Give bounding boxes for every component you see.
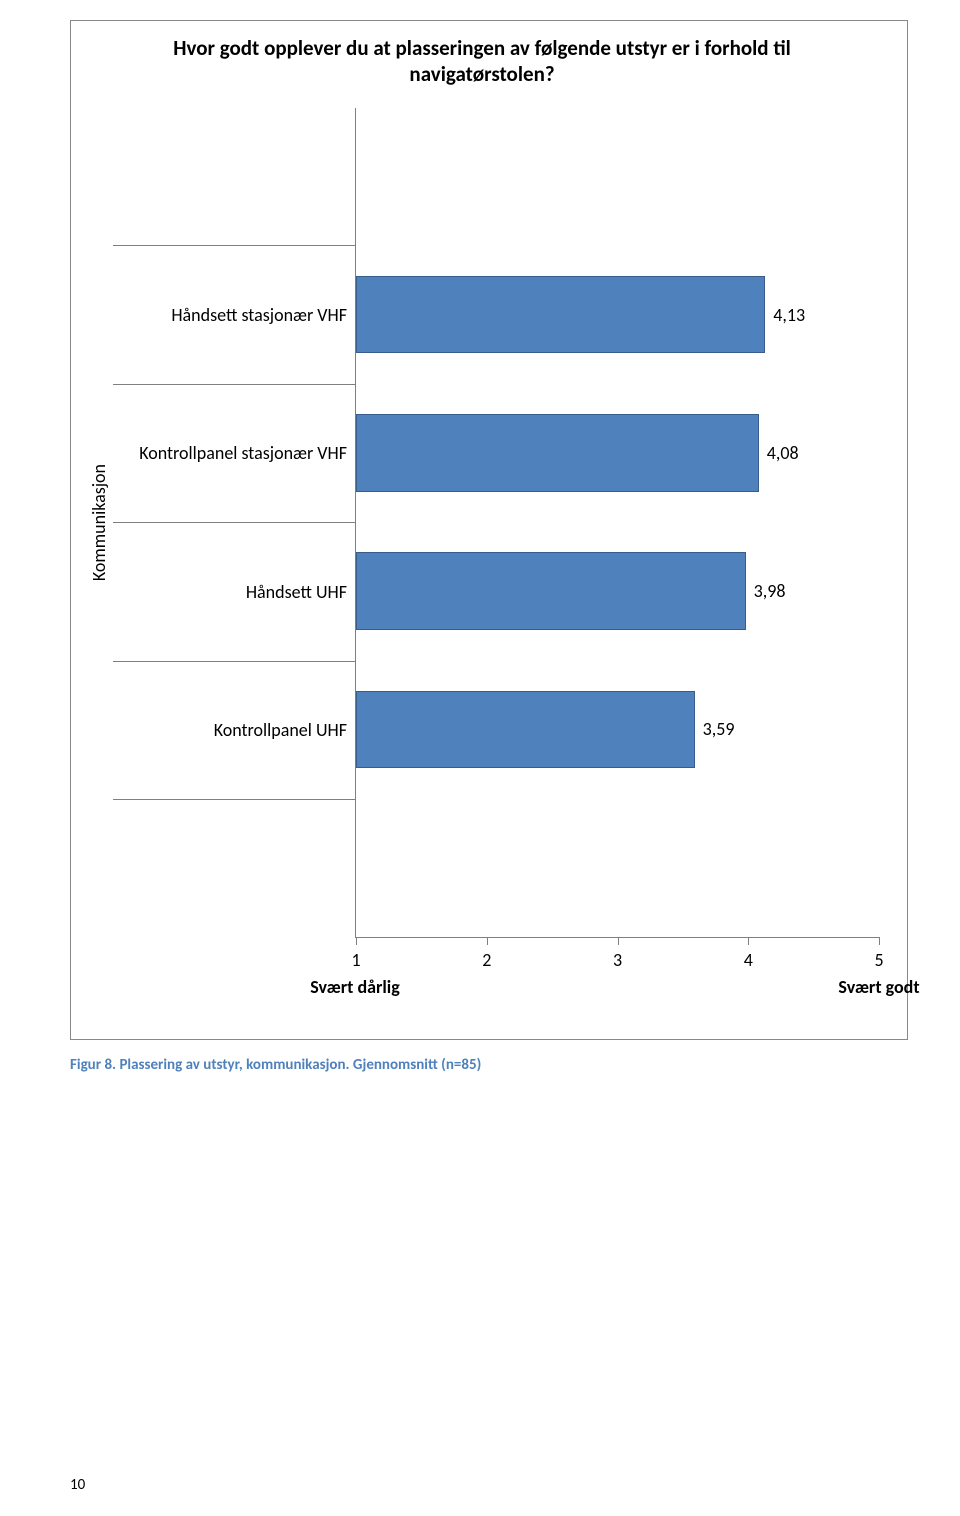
figure-caption: Figur 8. Plassering av utstyr, kommunika… xyxy=(70,1056,910,1074)
plot-area: 4,134,083,983,5912345 xyxy=(355,108,879,938)
bar xyxy=(356,552,746,629)
x-tick xyxy=(487,937,488,945)
bar-value-label: 3,59 xyxy=(703,718,735,740)
x-tick xyxy=(356,937,357,945)
x-axis-start-label: Svært dårlig xyxy=(310,976,400,998)
x-axis-end-label: Svært godt xyxy=(838,976,919,998)
bar-row: 3,98 xyxy=(356,522,879,660)
x-tick-label: 2 xyxy=(482,949,491,971)
bar-value-label: 4,08 xyxy=(767,442,799,464)
bar xyxy=(356,276,765,353)
y-label-3: Kontrollpanel UHF xyxy=(113,661,355,800)
chart-container: Hvor godt opplever du at plasseringen av… xyxy=(70,20,908,1040)
y-category-label: Kommunikasjon xyxy=(85,108,113,938)
x-tick-label: 3 xyxy=(613,949,622,971)
chart-title: Hvor godt opplever du at plasseringen av… xyxy=(105,35,859,88)
bar-value-label: 4,13 xyxy=(773,304,805,326)
y-label-2: Håndsett UHF xyxy=(113,522,355,661)
bar-row: 4,08 xyxy=(356,384,879,522)
bar-value-label: 3,98 xyxy=(754,580,786,602)
y-slot-blank-top xyxy=(113,108,355,246)
page-number: 10 xyxy=(70,1476,85,1494)
x-tick-label: 4 xyxy=(744,949,753,971)
bar xyxy=(356,691,695,768)
y-label-1: Kontrollpanel stasjonær VHF xyxy=(113,384,355,523)
y-slot-blank-bottom xyxy=(113,799,355,938)
y-category-text: Kommunikasjon xyxy=(88,464,110,581)
x-tick-label: 1 xyxy=(351,949,360,971)
x-tick xyxy=(618,937,619,945)
y-label-0: Håndsett stasjonær VHF xyxy=(113,245,355,384)
page: Hvor godt opplever du at plasseringen av… xyxy=(0,0,960,1516)
x-axis-end-labels: Svært dårlig Svært godt xyxy=(355,976,879,1016)
bar-row: 4,13 xyxy=(356,246,879,384)
x-tick xyxy=(879,937,880,945)
bar-row: 3,59 xyxy=(356,660,879,798)
x-tick xyxy=(748,937,749,945)
bar xyxy=(356,414,759,491)
x-tick-label: 5 xyxy=(874,949,883,971)
plot-wrap: Kommunikasjon Håndsett stasjonær VHF Kon… xyxy=(85,108,879,938)
y-axis-labels: Håndsett stasjonær VHF Kontrollpanel sta… xyxy=(113,108,355,938)
